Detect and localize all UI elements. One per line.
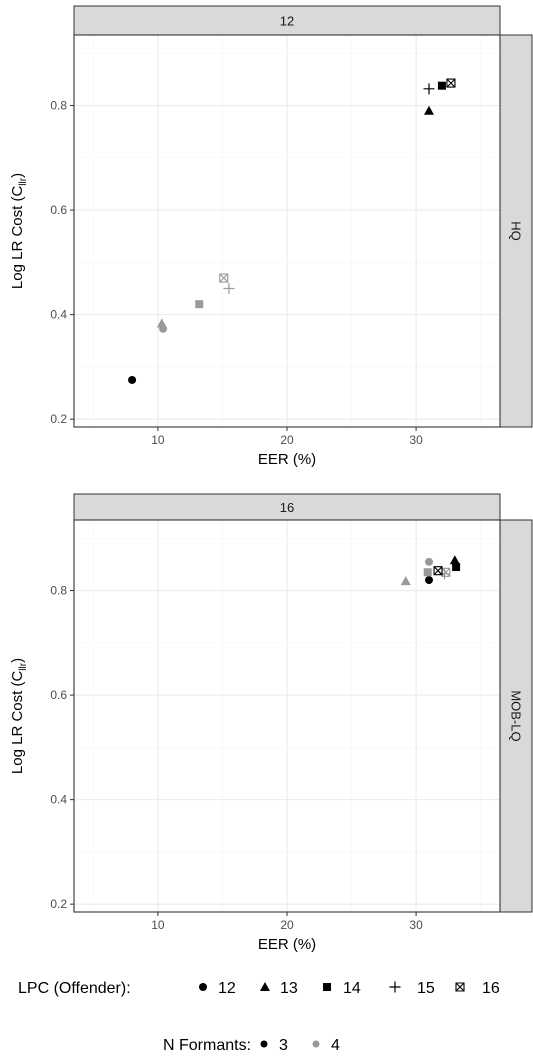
- data-point: [425, 557, 433, 566]
- data-point: [223, 282, 235, 294]
- legend-lpc-label: 12: [218, 980, 236, 997]
- data-point: [195, 300, 204, 309]
- strip-top-label: 12: [280, 14, 294, 29]
- strip-top-bg: [73, 493, 501, 521]
- y-tick-label: 0.2: [50, 897, 67, 911]
- facet-panel-2: 16 MOB-LQ 10 20 30 0.2 0.4 0.6 0.8 EER (%) Log LR …: [9, 493, 533, 953]
- data-point: [156, 318, 167, 328]
- x-tick-label: 10: [151, 433, 165, 447]
- data-point: [424, 105, 434, 115]
- data-point: [423, 568, 432, 577]
- data-point: [446, 78, 456, 88]
- y-tick-label: 0.8: [50, 584, 67, 598]
- x-tick-label: 30: [409, 433, 423, 447]
- x-tick-label: 10: [151, 918, 165, 932]
- legend-nformants-label: 3: [279, 1037, 288, 1054]
- y-tick-label: 0.4: [50, 308, 67, 322]
- data-point: [449, 555, 460, 565]
- legend-lpc-title: LPC (Offender):: [18, 980, 131, 997]
- legend-lpc-label: 15: [417, 980, 435, 997]
- data-point: [452, 563, 461, 572]
- strip-top-bg: [73, 5, 501, 36]
- legend-lpc-marker-plus: [389, 981, 401, 993]
- x-tick-label: 20: [280, 433, 294, 447]
- strip-right-bg: [499, 34, 533, 428]
- legend-lpc-marker-square: [323, 983, 331, 991]
- y-tick-label: 0.6: [50, 203, 67, 217]
- y-axis-title-subscript: llr: [18, 177, 29, 185]
- legend-nformants-marker: [312, 1040, 320, 1048]
- data-point: [219, 273, 229, 283]
- legend-nformants-marker: [260, 1040, 268, 1048]
- y-axis-title: Log LR Cost (Cllr): [9, 173, 29, 289]
- data-point: [437, 81, 446, 90]
- y-axis-title-close: ): [9, 658, 26, 663]
- data-point: [433, 566, 443, 576]
- legend-nformants-title: N Formants:: [163, 1037, 251, 1054]
- strip-top-label: 16: [280, 500, 294, 515]
- legend-lpc-label: 13: [280, 980, 298, 997]
- y-axis-title-close: ): [9, 173, 26, 178]
- strip-right-label: MOB-LQ: [509, 690, 524, 741]
- legend-nformants: N Formants: 3 4: [163, 1037, 340, 1054]
- x-tick-label: 20: [280, 918, 294, 932]
- legend-lpc-label: 14: [343, 980, 361, 997]
- data-point: [128, 375, 137, 384]
- legend-lpc-marker-triangle: [260, 982, 270, 991]
- x-tick-label: 30: [409, 918, 423, 932]
- strip-right-bg: [499, 519, 533, 913]
- data-point: [425, 576, 433, 585]
- legend-lpc: LPC (Offender): 12 13 14 15 16: [18, 980, 500, 997]
- y-tick-label: 0.4: [50, 793, 67, 807]
- y-axis-title-subscript: llr: [18, 662, 29, 670]
- data-point: [400, 576, 411, 586]
- y-tick-label: 0.8: [50, 99, 67, 113]
- strip-right-label: HQ: [509, 221, 524, 241]
- legend-lpc-label: 16: [482, 980, 500, 997]
- legend-lpc-marker-square-x: [455, 982, 465, 992]
- legend-lpc-marker-circle: [199, 983, 207, 991]
- x-axis-title: EER (%): [258, 936, 316, 953]
- y-tick-label: 0.6: [50, 688, 67, 702]
- y-axis-title: Log LR Cost (Cllr): [9, 658, 29, 774]
- legend-nformants-label: 4: [331, 1037, 340, 1054]
- facet-panel-1: 12 HQ 10 20 30 0.2 0.4 0.6 0.8 EER (%) Log LR Cost…: [9, 5, 533, 468]
- y-axis-title-main: Log LR Cost (C: [9, 671, 26, 775]
- x-axis-title: EER (%): [258, 451, 316, 468]
- data-point: [423, 83, 435, 95]
- y-axis-title-main: Log LR Cost (C: [9, 186, 26, 290]
- y-tick-label: 0.2: [50, 412, 67, 426]
